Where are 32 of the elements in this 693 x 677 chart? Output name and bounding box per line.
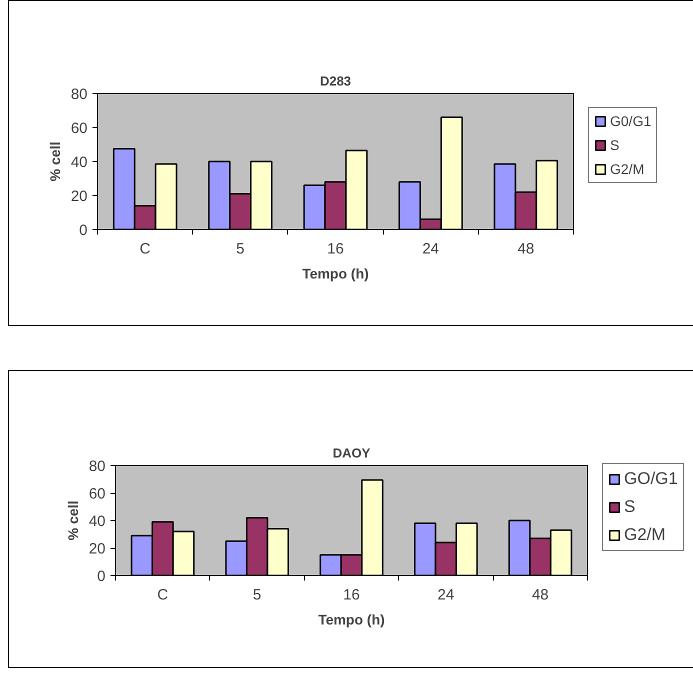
x-axis-title: Tempo (h) [302,266,369,282]
y-tick-label: 0 [97,568,106,585]
legend-label: G2/M [610,161,644,177]
legend-label: S [624,497,636,517]
y-axis-title: % cell [46,142,63,182]
legend-label: S [610,137,620,153]
x-tick-label: 16 [343,586,360,604]
chart-title: D283 [320,74,352,88]
x-tick-label: 48 [518,240,534,258]
x-tick-label: C [140,240,151,258]
x-tick-label: 16 [327,240,344,258]
x-tick-label: C [157,586,168,604]
legend-label: G0/G1 [610,113,652,129]
y-tick-label: 20 [70,188,88,205]
y-tick-label: 80 [88,458,106,475]
x-tick-label: 5 [252,586,262,604]
x-axis-title: Tempo (h) [318,612,385,628]
y-tick-label: 60 [88,486,106,502]
x-tick-label: 48 [532,586,549,604]
legend-label: GO/G1 [624,469,678,489]
y-tick-label: 0 [79,222,88,239]
y-tick-label: 80 [70,86,88,103]
y-axis-title: % cell [64,500,81,540]
x-tick-label: 24 [438,586,454,604]
chart-title: DAOY [332,446,371,460]
legend-label: G2/M [624,525,666,545]
y-tick-label: 60 [70,120,88,137]
x-tick-label: 5 [236,240,244,258]
x-tick-label: 24 [422,240,440,258]
y-tick-label: 40 [88,513,106,530]
y-tick-label: 20 [88,540,106,558]
y-tick-label: 40 [70,154,88,171]
